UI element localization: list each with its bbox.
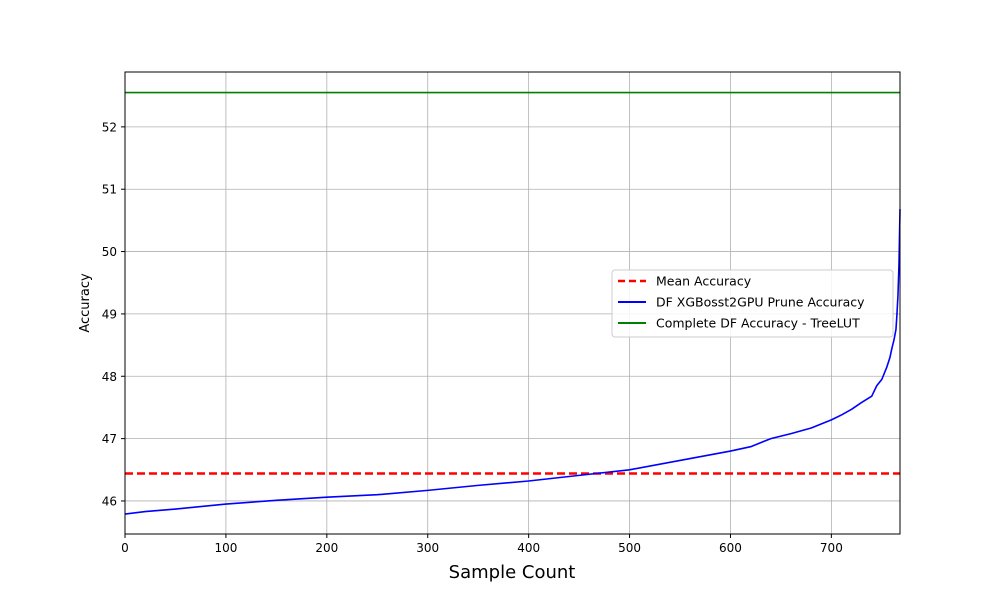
y-tick-label: 48 [102,370,117,384]
series-df-xgbosst2gpu-prune-accuracy [124,209,901,515]
legend-label-mean-accuracy: Mean Accuracy [656,274,752,289]
series-layer [124,91,901,515]
y-tick-label: 52 [102,120,117,134]
legend-box [611,269,894,338]
x-axis-title: Sample Count [449,562,576,583]
legend-label-complete-accuracy: Complete DF Accuracy - TreeLUT [656,316,860,331]
y-tick-label: 51 [102,183,117,197]
ticks: 0 100 200 300 400 500 600 700 46 47 48 49 50 51 52 [102,120,843,555]
legend-label-prune-accuracy: DF XGBosst2GPU Prune Accuracy [656,295,865,310]
x-tick-label: 400 [517,541,540,555]
x-tick-label: 0 [121,541,129,555]
legend: Mean Accuracy DF XGBosst2GPU Prune Accur… [611,269,894,338]
y-tick-label: 46 [102,494,117,508]
x-tick-label: 300 [416,541,439,555]
y-tick-label: 49 [102,307,117,321]
y-axis-title: Accuracy [78,273,93,333]
x-tick-label: 100 [214,541,237,555]
plot-frame [124,71,901,535]
x-tick-label: 600 [719,541,742,555]
x-tick-label: 500 [618,541,641,555]
y-tick-label: 47 [102,432,117,446]
x-tick-label: 700 [820,541,843,555]
y-tick-label: 50 [102,245,117,259]
x-tick-label: 200 [315,541,338,555]
